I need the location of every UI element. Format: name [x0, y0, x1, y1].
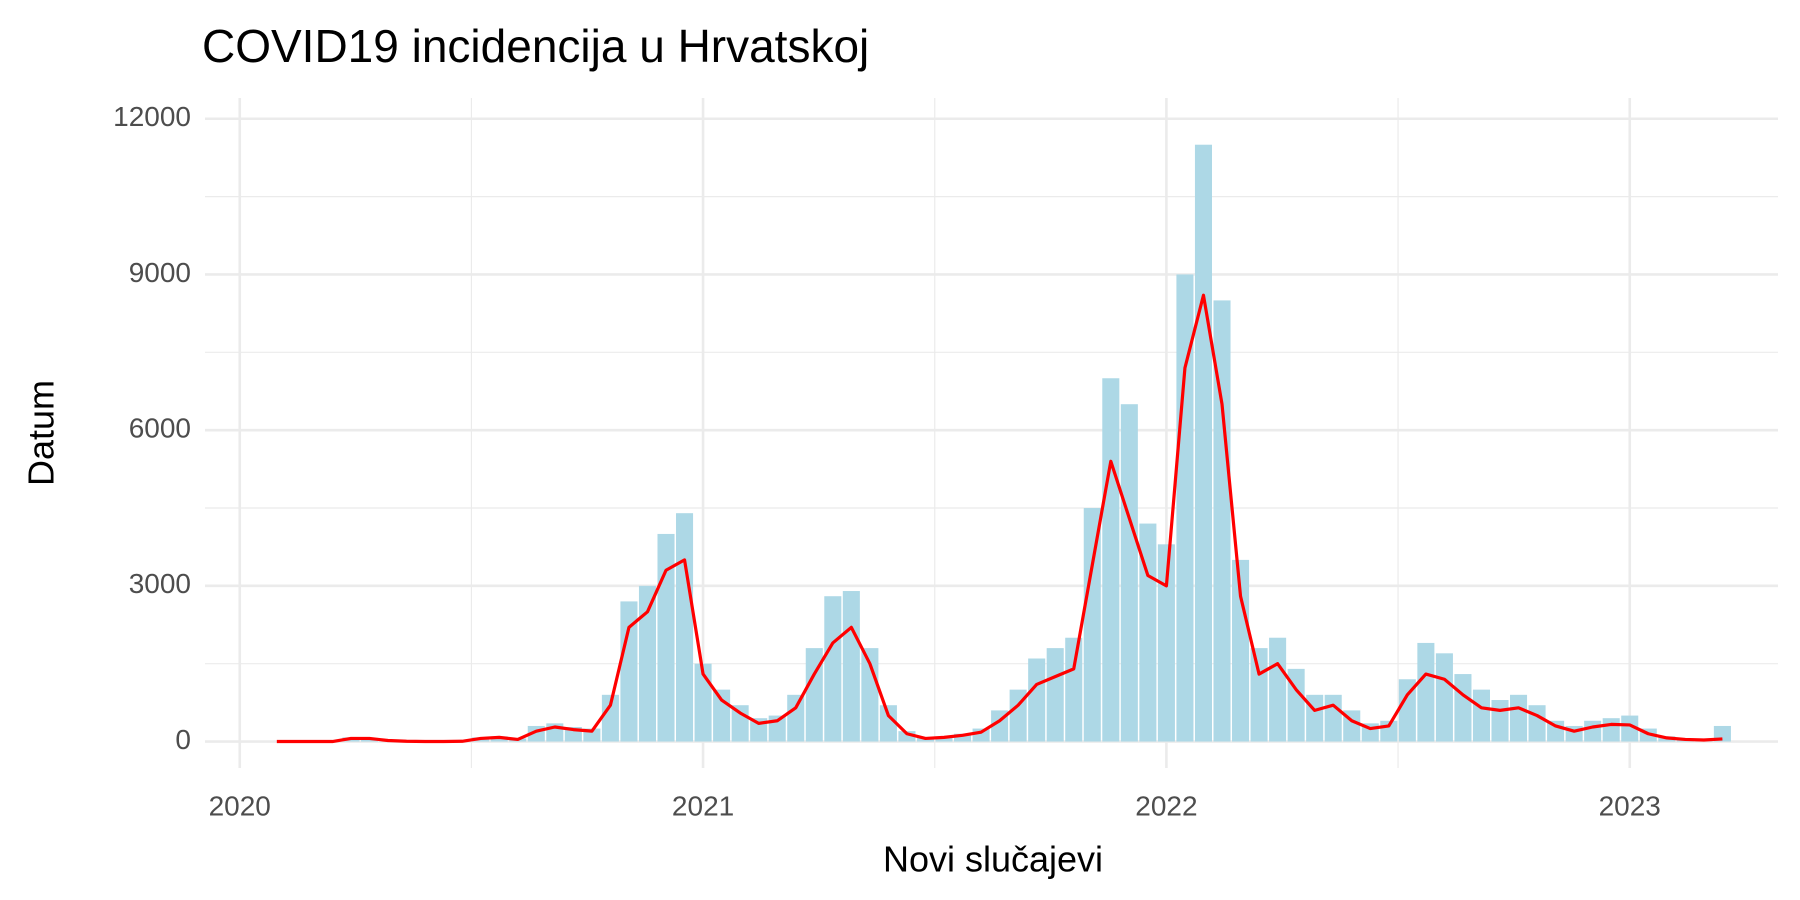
bar: [787, 694, 805, 742]
bar: [1102, 378, 1120, 742]
y-tick-label: 0: [175, 724, 191, 755]
bar: [1398, 679, 1416, 742]
bar: [1083, 507, 1101, 742]
x-axis-title: Novi slučajevi: [883, 839, 1103, 880]
bar: [1454, 674, 1472, 742]
y-tick-label: 3000: [129, 568, 191, 599]
line: [276, 293, 1723, 744]
bar: [1287, 668, 1305, 742]
bar: [842, 591, 860, 742]
bar: [1213, 300, 1231, 742]
bar: [954, 733, 972, 742]
y-axis-title: Datum: [21, 380, 62, 486]
bar: [1120, 404, 1138, 742]
bar: [1602, 718, 1620, 742]
bar: [1491, 700, 1509, 742]
x-tick-label: 2020: [209, 790, 271, 821]
bar: [1510, 694, 1528, 742]
bar: [1528, 705, 1546, 742]
x-tick-label: 2022: [1135, 790, 1197, 821]
bar: [898, 731, 916, 742]
bar: [1472, 689, 1490, 742]
bar: [824, 596, 842, 742]
bar: [1065, 637, 1083, 742]
bar: [676, 513, 694, 742]
bar: [1046, 648, 1064, 742]
bars: [305, 144, 1731, 742]
grid: [205, 98, 1778, 768]
y-tick-label: 9000: [129, 257, 191, 288]
bar: [1621, 715, 1639, 742]
bar: [1157, 544, 1175, 742]
bar: [1584, 720, 1602, 742]
y-tick-label: 12000: [113, 101, 191, 132]
chart-title: COVID19 incidencija u Hrvatskoj: [202, 20, 869, 72]
bar: [1435, 653, 1453, 742]
bar: [638, 585, 657, 742]
y-tick-label: 6000: [129, 413, 191, 444]
x-tick-label: 2021: [672, 790, 734, 821]
bar: [694, 663, 712, 742]
bar: [1232, 559, 1250, 742]
x-tick-label: 2023: [1599, 790, 1661, 821]
bar: [620, 601, 638, 742]
bar: [805, 648, 823, 742]
bar: [1250, 648, 1268, 742]
bar: [1324, 694, 1342, 742]
bar: [601, 694, 619, 742]
bar: [879, 705, 897, 742]
bar: [1417, 642, 1435, 742]
bar: [657, 533, 675, 742]
bar: [1176, 274, 1194, 742]
bar: [1194, 144, 1212, 742]
bar: [1028, 658, 1046, 742]
bar: [1269, 637, 1287, 742]
